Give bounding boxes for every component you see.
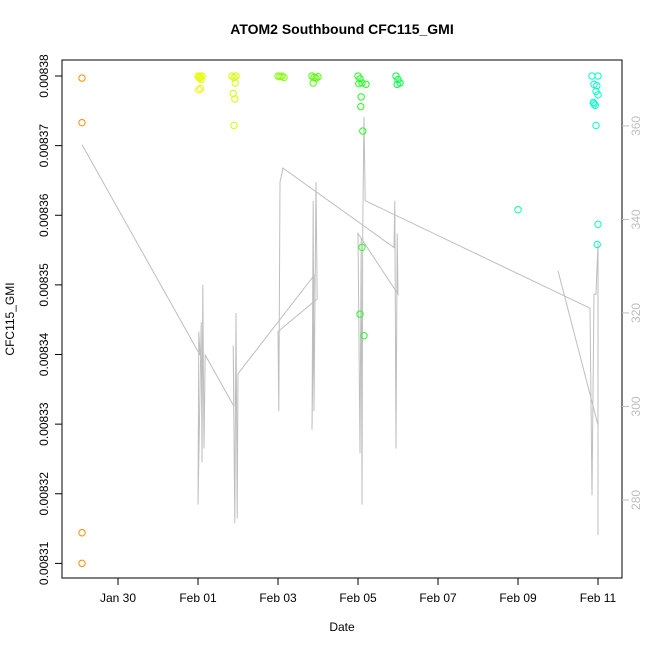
- data-point: [198, 72, 206, 80]
- x-axis-label: Date: [329, 620, 355, 634]
- y-tick-label: 0.00832: [37, 472, 51, 516]
- data-point: [230, 121, 238, 130]
- y2-tick-label: 360: [629, 116, 643, 136]
- data-point: [393, 80, 401, 89]
- y-tick-label: 0.00835: [37, 263, 51, 307]
- data-point: [358, 243, 366, 251]
- y-tick-label: 0.00834: [37, 333, 51, 377]
- data-point: [231, 95, 239, 103]
- plot-box: [61, 59, 623, 579]
- x-tick-label: Feb 05: [339, 591, 377, 605]
- data-point: [314, 73, 322, 81]
- data-point: [78, 559, 86, 568]
- x-tick-label: Feb 11: [580, 591, 617, 605]
- data-point: [594, 91, 602, 99]
- y2-tick-label: 340: [629, 209, 643, 229]
- y2-tick-label: 320: [629, 303, 643, 323]
- data-point: [78, 74, 86, 82]
- x-tick-label: Jan 30: [100, 591, 136, 605]
- data-point: [362, 80, 370, 89]
- data-point: [232, 72, 240, 80]
- data-point: [231, 79, 239, 87]
- data-point: [594, 72, 602, 80]
- y-tick-label: 0.00837: [37, 124, 51, 168]
- y-tick-label: 0.00838: [37, 54, 51, 98]
- data-point: [593, 240, 601, 249]
- data-point: [280, 73, 288, 82]
- data-point: [196, 84, 205, 93]
- data-point: [78, 118, 86, 127]
- data-point: [278, 72, 286, 80]
- y-axis-label: CFC115_GMI: [3, 282, 17, 355]
- y-tick-label: 0.00831: [37, 541, 51, 585]
- data-point: [228, 72, 236, 80]
- x-tick-label: Feb 03: [259, 591, 297, 605]
- data-point: [594, 220, 602, 229]
- data-point: [230, 73, 238, 82]
- data-point: [355, 79, 363, 88]
- data-point: [309, 79, 317, 87]
- x-tick-label: Feb 09: [499, 591, 537, 605]
- data-point: [357, 102, 365, 111]
- y2-tick-label: 280: [629, 490, 643, 510]
- data-point: [514, 205, 522, 214]
- data-point: [591, 101, 599, 109]
- data-point: [593, 82, 601, 90]
- x-tick-label: Feb 07: [419, 591, 457, 605]
- data-point: [195, 86, 203, 94]
- data-point: [195, 74, 204, 82]
- data-point: [360, 332, 368, 340]
- data-point: [197, 75, 205, 84]
- data-point: [357, 93, 365, 101]
- data-point: [356, 310, 364, 318]
- data-point: [359, 127, 367, 135]
- y-tick-label: 0.00836: [37, 193, 51, 237]
- y-tick-label: 0.00833: [37, 402, 51, 446]
- chart-title: ATOM2 Southbound CFC115_GMI: [230, 21, 454, 37]
- x-tick-label: Feb 01: [179, 591, 217, 605]
- data-point: [356, 75, 364, 83]
- data-point: [78, 529, 86, 537]
- data-point: [592, 121, 600, 130]
- y2-tick-label: 300: [629, 396, 643, 416]
- data-point: [590, 100, 598, 108]
- data-point: [358, 79, 366, 87]
